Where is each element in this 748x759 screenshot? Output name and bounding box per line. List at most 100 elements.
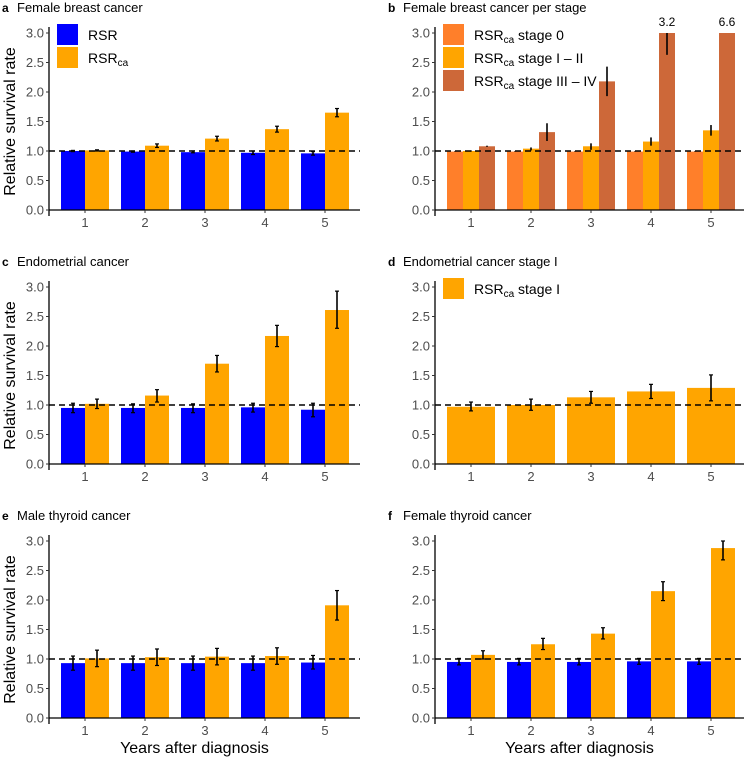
legend-label-subscript: ca xyxy=(504,289,515,300)
panel-c: c Endometrial cancer 0.0 0.5 1.0 1.5 2.0 2.5 3.0… xyxy=(2,254,360,484)
panel-title: Female breast cancer per stage xyxy=(403,0,587,15)
legend-label-main: RSR xyxy=(88,50,118,66)
x-tick-label: 4 xyxy=(261,723,268,738)
panel-label: b xyxy=(388,1,395,15)
x-tick-label: 2 xyxy=(527,723,534,738)
x-tick-label: 1 xyxy=(467,215,474,230)
legend-label-subscript: ca xyxy=(504,58,515,69)
y-tick-label: 3.0 xyxy=(412,26,430,41)
y-axis-label: Relative survival rate xyxy=(2,555,19,704)
bar-f-s1-c5 xyxy=(711,548,735,718)
panel-e: e Male thyroid cancer 0.0 0.5 1.0 1.5 2.0 2.5 3.… xyxy=(2,508,360,757)
legend-label-main: RSR xyxy=(474,73,504,89)
y-tick-label: 0.0 xyxy=(26,203,44,218)
y-tick-label: 0.5 xyxy=(412,427,430,442)
bar-c-s1-c3 xyxy=(205,363,229,464)
bar-f-s0-c2 xyxy=(507,661,531,718)
legend-label: RSRca stage III – IV xyxy=(474,73,597,92)
y-tick-label: 0.5 xyxy=(412,681,430,696)
bar-a-s1-c2 xyxy=(145,145,169,210)
bar-e-s0-c2 xyxy=(121,663,145,718)
bar-d-s0-c1 xyxy=(447,406,495,464)
bar-e-s1-c3 xyxy=(205,656,229,718)
y-tick-label: 1.5 xyxy=(26,622,44,637)
x-tick-label: 4 xyxy=(647,469,654,484)
y-axis-label: Relative survival rate xyxy=(2,301,19,450)
panel-b: b Female breast cancer per stage 3.2 6.6 0.0… xyxy=(388,0,744,230)
y-tick-label: 1.5 xyxy=(412,114,430,129)
bar-e-s1-c1 xyxy=(85,658,109,718)
bar-c-s0-c1 xyxy=(61,407,85,464)
legend-label-main: RSR xyxy=(88,27,118,43)
legend-label-suffix: stage I – II xyxy=(514,50,583,66)
panel-title: Endometrial cancer xyxy=(17,254,130,269)
x-tick-label: 5 xyxy=(707,469,714,484)
bar-f-s0-c5 xyxy=(687,661,711,718)
bar-e-s1-c2 xyxy=(145,657,169,718)
legend-label: RSRca stage 0 xyxy=(474,27,564,46)
x-tick-label: 2 xyxy=(141,215,148,230)
y-tick-label: 2.0 xyxy=(26,593,44,608)
bar-b-s2-c3 xyxy=(599,81,615,210)
y-tick-label: 2.5 xyxy=(412,563,430,578)
y-tick-label: 2.0 xyxy=(26,339,44,354)
legend-swatch xyxy=(57,47,78,68)
bar-b-s0-c3 xyxy=(567,151,583,210)
legend-swatch xyxy=(443,70,464,91)
legend-label-subscript: ca xyxy=(504,35,515,46)
y-tick-label: 1.0 xyxy=(412,652,430,667)
x-tick-label: 3 xyxy=(587,469,594,484)
y-tick-label: 0.0 xyxy=(26,711,44,726)
y-tick-label: 0.0 xyxy=(412,203,430,218)
x-tick-label: 2 xyxy=(141,723,148,738)
legend-label: RSR xyxy=(88,27,118,43)
x-tick-label: 1 xyxy=(467,723,474,738)
y-tick-label: 1.0 xyxy=(26,144,44,159)
x-tick-label: 2 xyxy=(141,469,148,484)
y-tick-label: 1.0 xyxy=(26,652,44,667)
x-axis-label: Years after diagnosis xyxy=(505,740,654,757)
panel-label: d xyxy=(388,255,395,269)
bar-a-s1-c4 xyxy=(265,129,289,210)
legend-swatch xyxy=(57,24,78,45)
y-tick-label: 3.0 xyxy=(412,280,430,295)
bar-c-s1-c2 xyxy=(145,395,169,464)
bar-d-s0-c4 xyxy=(627,391,675,464)
bar-b-s2-c1 xyxy=(479,146,495,210)
bar-c-s0-c3 xyxy=(181,407,205,464)
x-tick-label: 3 xyxy=(587,723,594,738)
y-tick-label: 1.0 xyxy=(412,144,430,159)
bar-f-s1-c2 xyxy=(531,644,555,718)
x-tick-label: 4 xyxy=(647,723,654,738)
legend-swatch xyxy=(443,24,464,45)
bar-a-s0-c2 xyxy=(121,151,145,210)
y-tick-label: 3.0 xyxy=(26,534,44,549)
x-tick-label: 3 xyxy=(201,469,208,484)
bar-a-s0-c1 xyxy=(61,151,85,210)
y-tick-label: 0.5 xyxy=(26,681,44,696)
x-tick-label: 3 xyxy=(201,723,208,738)
y-tick-label: 2.0 xyxy=(26,85,44,100)
legend-label-subscript: ca xyxy=(118,58,129,69)
y-tick-label: 1.5 xyxy=(26,114,44,129)
legend-label-suffix: stage I xyxy=(514,281,560,297)
bar-e-s0-c3 xyxy=(181,663,205,718)
y-tick-label: 3.0 xyxy=(412,534,430,549)
y-tick-label: 2.5 xyxy=(26,309,44,324)
x-tick-label: 5 xyxy=(321,215,328,230)
x-tick-label: 5 xyxy=(321,469,328,484)
bar-e-s0-c5 xyxy=(301,662,325,718)
x-tick-label: 1 xyxy=(81,215,88,230)
legend-label-subscript: ca xyxy=(504,81,515,92)
bar-a-s1-c5 xyxy=(325,112,349,210)
y-tick-label: 0.5 xyxy=(412,173,430,188)
x-tick-label: 3 xyxy=(587,215,594,230)
legend-label-suffix: stage 0 xyxy=(514,27,564,43)
y-tick-label: 0.0 xyxy=(412,457,430,472)
bar-a-s0-c5 xyxy=(301,153,325,210)
y-tick-label: 2.5 xyxy=(26,563,44,578)
panel-label: e xyxy=(2,509,9,523)
y-tick-label: 0.0 xyxy=(412,711,430,726)
legend-label-suffix: stage III – IV xyxy=(514,73,597,89)
